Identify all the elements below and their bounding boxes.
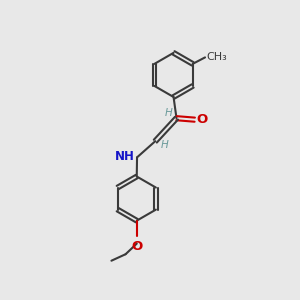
Text: H: H [164,108,172,118]
Text: O: O [131,240,142,253]
Text: CH₃: CH₃ [206,52,227,62]
Text: H: H [160,140,168,150]
Text: NH: NH [115,150,135,163]
Text: O: O [197,113,208,126]
